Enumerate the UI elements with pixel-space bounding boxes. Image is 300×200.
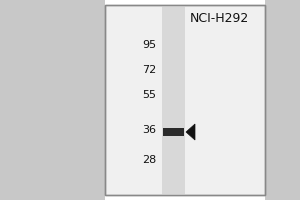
Bar [163, 128, 184, 136]
Text: 72: 72 [142, 65, 156, 75]
Polygon shape [186, 124, 195, 140]
Text: 36: 36 [142, 125, 156, 135]
Bar [162, 5, 185, 195]
Bar [0, 0, 105, 200]
Bar [105, 5, 265, 195]
Text: NCI-H292: NCI-H292 [190, 12, 249, 25]
Bar [265, 0, 300, 200]
Text: 28: 28 [142, 155, 156, 165]
Text: 55: 55 [142, 90, 156, 100]
Bar [105, 5, 265, 195]
Text: 95: 95 [142, 40, 156, 50]
